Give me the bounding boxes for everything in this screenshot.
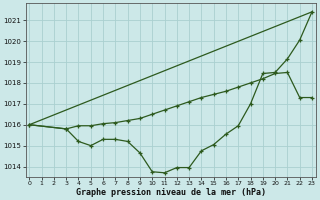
- X-axis label: Graphe pression niveau de la mer (hPa): Graphe pression niveau de la mer (hPa): [76, 188, 266, 197]
